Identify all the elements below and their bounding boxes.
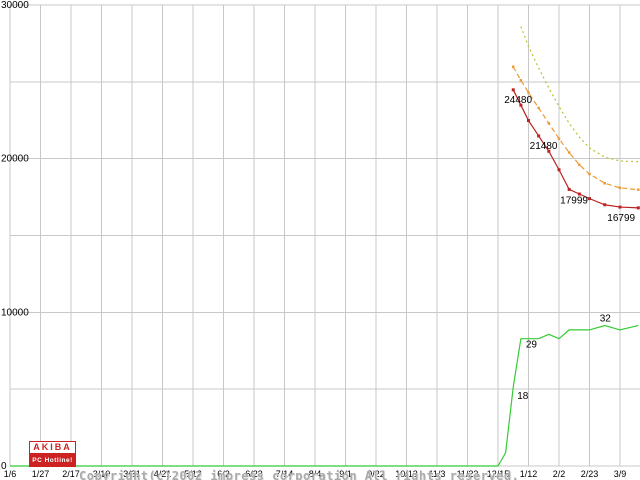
series-orange-dashed — [512, 65, 640, 191]
y-axis-tick-label: 20000 — [1, 154, 29, 165]
series-marker — [557, 168, 561, 172]
series-marker — [567, 151, 571, 154]
data-label: 17999 — [560, 195, 588, 206]
x-axis-tick-label: 5/12 — [184, 469, 202, 479]
x-axis-tick-label: 3/31 — [123, 469, 141, 479]
x-axis-tick-label: 6/2 — [217, 469, 230, 479]
series-marker — [519, 79, 523, 82]
series-marker — [557, 137, 561, 140]
series-marker — [637, 188, 640, 191]
logo-pchotline-text: PC Hotline! — [29, 454, 76, 467]
y-axis-tick-label: 0 — [1, 461, 7, 472]
x-axis-tick-label: 1/6 — [4, 469, 17, 479]
series-marker — [618, 186, 622, 190]
series-marker — [547, 149, 551, 153]
series-marker — [577, 192, 581, 196]
series-marker — [547, 122, 551, 125]
data-label: 21480 — [530, 141, 558, 152]
x-axis-tick-label: 4/21 — [154, 469, 172, 479]
series-marker — [512, 65, 515, 69]
data-label: 32 — [600, 314, 612, 325]
series-marker — [636, 206, 640, 210]
series-marker — [511, 88, 515, 92]
data-label: 16799 — [607, 213, 635, 224]
x-axis-tick-label: 1/12 — [520, 469, 538, 479]
x-axis-tick-label: 1/27 — [32, 469, 50, 479]
series-marker — [603, 203, 607, 207]
copyright-line-1: Copyright(c)2002 impress corporation All… — [79, 469, 520, 480]
series-green-solid — [10, 324, 639, 467]
series-marker — [588, 197, 591, 201]
x-axis-tick-label: 3/9 — [614, 469, 627, 479]
x-axis-tick-label: 9/22 — [367, 469, 385, 479]
series-marker — [537, 106, 540, 110]
x-axis-tick-label: 2/17 — [62, 469, 80, 479]
logo-akiba-text: AKIBA — [29, 441, 76, 454]
data-label: 29 — [526, 340, 538, 351]
y-axis-tick-label: 10000 — [1, 307, 29, 318]
x-axis-tick-label: 2/23 — [581, 469, 599, 479]
x-axis-tick-label: 2/2 — [553, 469, 566, 479]
series-marker — [519, 103, 523, 107]
y-axis-tick-label: 30000 — [1, 0, 29, 11]
watermark: AKIBA PC Hotline! Copyright(c)2002 impre… — [29, 441, 519, 480]
x-axis-tick-label: 11/3 — [429, 469, 446, 479]
x-axis-tick-label: 6/23 — [245, 469, 263, 479]
akiba-pc-hotline-logo: AKIBA PC Hotline! — [29, 441, 76, 467]
series-red-solid — [511, 88, 640, 210]
x-axis-tick-label: 11/23 — [457, 469, 479, 479]
gridlines — [9, 4, 640, 467]
data-label: 24480 — [504, 95, 532, 106]
series-marker — [537, 134, 541, 138]
x-axis-tick-label: 12/15 — [487, 469, 510, 479]
x-axis-tick-label: 3/10 — [93, 469, 111, 479]
series-marker — [527, 91, 530, 94]
series-marker — [618, 205, 622, 209]
series-marker — [527, 119, 530, 123]
series-marker — [578, 163, 581, 167]
x-axis-tick-label: 10/13 — [395, 469, 418, 479]
data-label: 18 — [517, 391, 529, 402]
copyright-text: Copyright(c)2002 impress corporation All… — [79, 441, 519, 480]
series-marker — [567, 187, 571, 191]
x-axis-tick-label: 7/14 — [276, 469, 294, 479]
series-marker — [588, 172, 591, 176]
x-axis-tick-label: 9/1 — [339, 469, 352, 479]
x-axis-tick-label: 8/4 — [309, 469, 322, 479]
series-marker — [603, 182, 606, 185]
